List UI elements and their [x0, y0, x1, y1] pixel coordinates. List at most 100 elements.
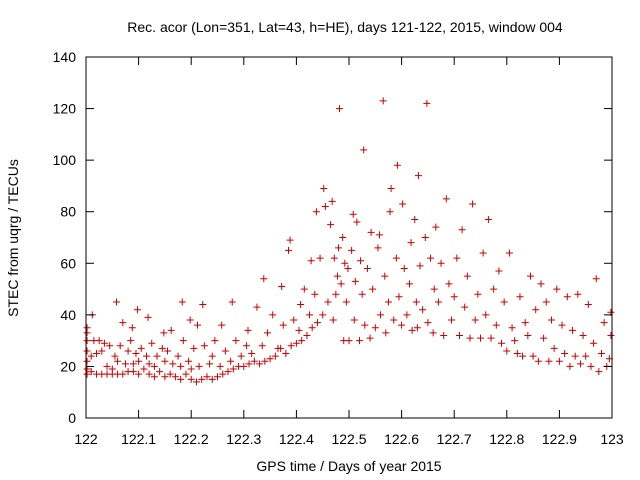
data-point: [134, 306, 142, 314]
data-point: [158, 344, 166, 352]
data-point: [245, 360, 253, 368]
data-point: [374, 244, 382, 252]
data-point: [482, 311, 490, 319]
data-point: [263, 329, 271, 337]
data-point: [408, 326, 416, 334]
y-tick-label: 0: [68, 410, 76, 426]
data-point: [135, 370, 143, 378]
data-point: [356, 337, 364, 345]
data-point: [492, 321, 500, 329]
data-point: [194, 321, 202, 329]
data-point: [121, 360, 129, 368]
x-tick-label: 122.4: [279, 431, 314, 447]
data-point: [500, 298, 508, 306]
data-point: [319, 311, 327, 319]
data-point: [592, 275, 600, 283]
data-point: [98, 347, 106, 355]
y-tick-label: 80: [60, 204, 76, 220]
data-point: [228, 298, 236, 306]
data-point: [321, 203, 329, 211]
data-point: [114, 357, 122, 365]
data-point: [119, 319, 127, 327]
data-point: [427, 254, 435, 262]
data-point: [392, 254, 400, 262]
data-point: [199, 301, 207, 309]
data-point: [495, 267, 503, 275]
data-point: [421, 234, 429, 241]
data-point: [320, 185, 328, 193]
data-point: [279, 321, 287, 329]
data-point: [312, 208, 320, 216]
data-point: [297, 301, 305, 309]
data-point: [442, 195, 450, 203]
data-point: [387, 185, 395, 193]
data-point: [432, 223, 440, 231]
data-point: [261, 357, 269, 365]
data-point: [182, 370, 190, 378]
data-point: [232, 337, 240, 345]
data-point: [532, 306, 540, 314]
data-point: [111, 352, 119, 360]
data-point: [405, 280, 413, 288]
data-point: [282, 350, 290, 358]
data-point: [211, 337, 219, 345]
data-point: [358, 290, 366, 298]
data-point: [382, 329, 390, 337]
data-point: [271, 352, 279, 360]
data-point: [286, 236, 294, 244]
data-point: [377, 311, 385, 319]
data-point: [579, 331, 587, 339]
data-point: [381, 272, 389, 280]
data-point: [414, 172, 422, 180]
data-point: [390, 316, 398, 324]
data-point: [440, 331, 448, 339]
data-point: [545, 357, 553, 365]
data-point: [399, 200, 407, 208]
data-point: [367, 228, 375, 236]
data-point: [376, 231, 384, 239]
data-point: [574, 290, 582, 298]
x-tick-label: 122.7: [437, 431, 472, 447]
data-point: [526, 272, 534, 280]
data-point: [458, 226, 466, 234]
data-point: [148, 339, 156, 347]
data-point: [292, 339, 300, 347]
data-point: [369, 285, 377, 293]
data-point: [357, 257, 365, 265]
data-point: [253, 303, 261, 311]
data-point: [484, 215, 492, 223]
data-point: [328, 197, 336, 205]
x-tick-label: 122: [74, 431, 98, 447]
data-point: [290, 316, 298, 324]
data-point: [411, 215, 419, 223]
data-point: [266, 355, 274, 363]
data-point: [179, 337, 187, 345]
data-point: [550, 344, 558, 352]
data-point: [256, 360, 264, 368]
data-point: [423, 99, 431, 107]
data-point: [345, 337, 353, 345]
data-point: [135, 357, 143, 365]
data-point: [327, 221, 335, 229]
data-point: [129, 368, 137, 376]
data-point: [244, 326, 252, 334]
data-point: [113, 298, 121, 306]
data-point: [474, 290, 482, 298]
data-point: [167, 326, 175, 334]
data-point: [224, 368, 232, 376]
data-point: [300, 285, 308, 293]
data-point: [103, 362, 111, 370]
data-point: [363, 264, 371, 272]
data-point: [336, 105, 344, 113]
data-point: [558, 321, 566, 329]
data-point: [190, 344, 198, 352]
data-point: [137, 344, 145, 352]
data-point: [171, 373, 179, 381]
y-tick-label: 20: [60, 358, 76, 374]
x-axis-label: GPS time / Days of year 2015: [256, 458, 441, 474]
data-point: [587, 362, 595, 370]
x-tick-label: 122.1: [121, 431, 156, 447]
data-point: [195, 362, 203, 370]
y-tick-label: 40: [60, 307, 76, 323]
data-point: [571, 352, 579, 360]
